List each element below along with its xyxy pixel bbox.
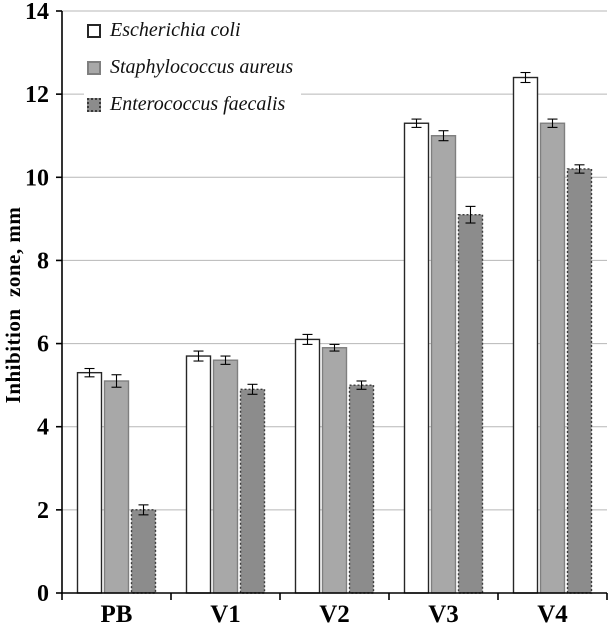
bar — [430, 135, 457, 594]
y-tick-label: 12 — [25, 82, 49, 108]
bar — [185, 355, 212, 594]
bar — [103, 380, 130, 594]
bar — [539, 122, 566, 594]
bar — [403, 122, 430, 594]
x-category-label: V2 — [319, 601, 350, 628]
legend-swatch-efaecalis — [87, 97, 101, 112]
x-category-label: PB — [101, 601, 133, 628]
bar — [348, 384, 375, 594]
y-axis-title: Inhibition zone, mm — [1, 207, 25, 404]
y-tick-label: 6 — [37, 332, 49, 358]
bar — [294, 338, 321, 594]
bar — [512, 76, 539, 594]
legend: Escherichia coli Staphylococcus aureus E… — [84, 16, 302, 119]
y-tick-label: 10 — [25, 165, 49, 191]
legend-item-efaecalis: Enterococcus faecalis — [87, 93, 293, 116]
x-category-label: V1 — [210, 601, 241, 628]
bar — [76, 371, 103, 594]
bar — [130, 509, 157, 594]
x-category-label: V4 — [537, 601, 568, 628]
legend-label-efaecalis: Enterococcus faecalis — [110, 93, 286, 115]
legend-label-saureus: Staphylococcus aureus — [110, 56, 294, 78]
legend-swatch-ecoli — [87, 23, 101, 38]
y-tick-label: 14 — [25, 0, 49, 25]
bar — [457, 213, 484, 594]
legend-item-saureus: Staphylococcus aureus — [87, 56, 293, 79]
y-tick-label: 2 — [37, 498, 49, 524]
bar — [239, 388, 266, 594]
y-tick-label: 8 — [37, 248, 49, 274]
legend-item-ecoli: Escherichia coli — [87, 19, 293, 42]
bar — [212, 359, 239, 594]
bar — [321, 347, 348, 594]
legend-label-ecoli: Escherichia coli — [110, 19, 241, 41]
x-category-label: V3 — [428, 601, 459, 628]
y-tick-label: 0 — [37, 581, 49, 607]
legend-swatch-saureus — [87, 60, 101, 75]
bar — [566, 168, 593, 594]
y-tick-label: 4 — [37, 415, 49, 441]
